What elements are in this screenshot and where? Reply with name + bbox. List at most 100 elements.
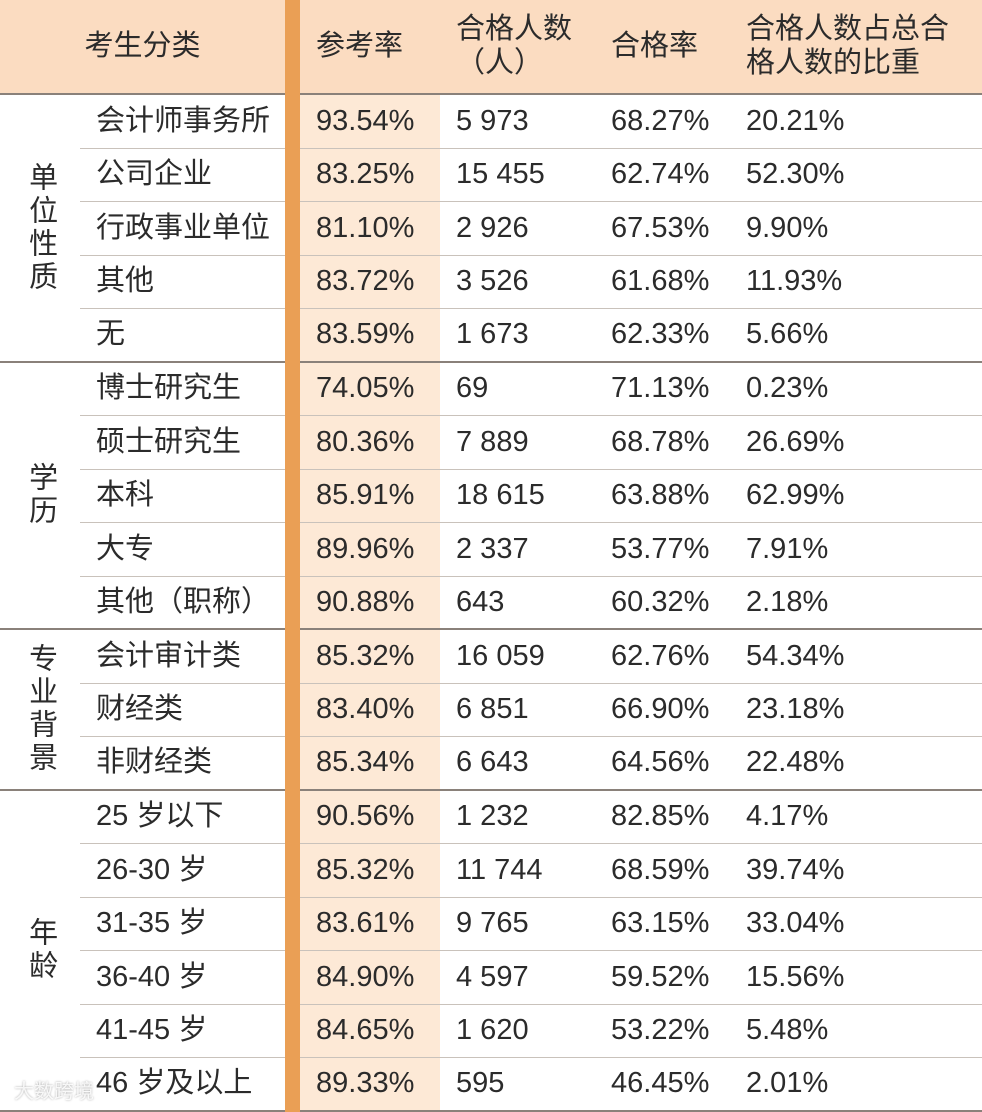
table-cell: 90.88% bbox=[300, 576, 440, 630]
table-cell: 85.91% bbox=[300, 469, 440, 523]
group-label: 学历 bbox=[0, 362, 80, 630]
row-label: 会计师事务所 bbox=[80, 95, 285, 149]
row-label: 非财经类 bbox=[80, 737, 285, 791]
table-cell: 83.59% bbox=[300, 309, 440, 363]
table-cell: 83.25% bbox=[300, 148, 440, 202]
table-cell: 81.10% bbox=[300, 202, 440, 256]
table-cell: 11.93% bbox=[730, 256, 982, 309]
table-cell: 68.27% bbox=[595, 95, 730, 149]
table-cell: 69 bbox=[440, 363, 595, 416]
table-cell: 2.18% bbox=[730, 577, 982, 630]
table-cell: 5.66% bbox=[730, 309, 982, 363]
row-label: 31-35 岁 bbox=[80, 898, 285, 951]
table-cell: 7.91% bbox=[730, 523, 982, 577]
table-cell: 85.34% bbox=[300, 737, 440, 791]
table-cell: 62.76% bbox=[595, 630, 730, 684]
header-cell: 参考率 bbox=[300, 0, 440, 95]
table-cell: 4 597 bbox=[440, 951, 595, 1005]
table-cell: 22.48% bbox=[730, 737, 982, 791]
row-label: 行政事业单位 bbox=[80, 202, 285, 256]
row-label: 公司企业 bbox=[80, 149, 285, 202]
table-cell: 59.52% bbox=[595, 951, 730, 1005]
group-label: 单位性质 bbox=[0, 95, 80, 363]
header-cell: 合格人数占总合 格人数的比重 bbox=[730, 0, 982, 95]
table-cell: 11 744 bbox=[440, 844, 595, 898]
table-cell: 85.32% bbox=[300, 630, 440, 684]
header-cell: 合格率 bbox=[595, 0, 730, 95]
table-cell: 9 765 bbox=[440, 898, 595, 951]
table-cell: 63.88% bbox=[595, 470, 730, 523]
table-cell: 84.90% bbox=[300, 951, 440, 1005]
table-cell: 4.17% bbox=[730, 791, 982, 844]
table-cell: 2 926 bbox=[440, 202, 595, 256]
table-cell: 83.72% bbox=[300, 255, 440, 309]
table-cell: 80.36% bbox=[300, 416, 440, 470]
table-cell: 1 673 bbox=[440, 309, 595, 363]
table-cell: 64.56% bbox=[595, 737, 730, 791]
table-cell: 3 526 bbox=[440, 256, 595, 309]
header-cell: 合格人数 （人） bbox=[440, 0, 595, 95]
table-cell: 83.40% bbox=[300, 683, 440, 737]
row-label: 财经类 bbox=[80, 684, 285, 737]
table-cell: 85.32% bbox=[300, 844, 440, 898]
group-label: 年龄 bbox=[0, 790, 80, 1112]
table-cell: 46.45% bbox=[595, 1058, 730, 1112]
table-cell: 83.61% bbox=[300, 897, 440, 951]
row-label: 大专 bbox=[80, 523, 285, 577]
table-cell: 26.69% bbox=[730, 416, 982, 470]
table-cell: 2.01% bbox=[730, 1058, 982, 1112]
table-cell: 643 bbox=[440, 577, 595, 630]
table-cell: 5.48% bbox=[730, 1005, 982, 1058]
table-cell: 1 232 bbox=[440, 791, 595, 844]
table-cell: 66.90% bbox=[595, 684, 730, 737]
table-cell: 89.96% bbox=[300, 523, 440, 577]
table-cell: 84.65% bbox=[300, 1004, 440, 1058]
table-cell: 39.74% bbox=[730, 844, 982, 898]
table-cell: 53.77% bbox=[595, 523, 730, 577]
row-label: 无 bbox=[80, 309, 285, 363]
row-label: 硕士研究生 bbox=[80, 416, 285, 470]
table-cell: 18 615 bbox=[440, 470, 595, 523]
table-cell: 89.33% bbox=[300, 1058, 440, 1112]
table-cell: 71.13% bbox=[595, 363, 730, 416]
table-cell: 63.15% bbox=[595, 898, 730, 951]
table-cell: 9.90% bbox=[730, 202, 982, 256]
table-cell: 74.05% bbox=[300, 362, 440, 416]
table-cell: 68.59% bbox=[595, 844, 730, 898]
row-label: 46 岁及以上 bbox=[80, 1058, 285, 1112]
table-cell: 33.04% bbox=[730, 898, 982, 951]
table-cell: 54.34% bbox=[730, 630, 982, 684]
table-cell: 2 337 bbox=[440, 523, 595, 577]
table-cell: 595 bbox=[440, 1058, 595, 1112]
table-cell: 62.74% bbox=[595, 149, 730, 202]
table-cell: 53.22% bbox=[595, 1005, 730, 1058]
row-label: 36-40 岁 bbox=[80, 951, 285, 1005]
table-cell: 16 059 bbox=[440, 630, 595, 684]
row-label: 本科 bbox=[80, 470, 285, 523]
table-cell: 20.21% bbox=[730, 95, 982, 149]
table-cell: 0.23% bbox=[730, 363, 982, 416]
table-cell: 62.99% bbox=[730, 470, 982, 523]
table-cell: 15 455 bbox=[440, 149, 595, 202]
header-cell: 考生分类 bbox=[0, 0, 285, 95]
table-cell: 60.32% bbox=[595, 577, 730, 630]
table-cell: 93.54% bbox=[300, 95, 440, 149]
table-cell: 62.33% bbox=[595, 309, 730, 363]
table-cell: 90.56% bbox=[300, 790, 440, 844]
table-cell: 52.30% bbox=[730, 149, 982, 202]
row-label: 其他 bbox=[80, 256, 285, 309]
row-label: 26-30 岁 bbox=[80, 844, 285, 898]
table-cell: 15.56% bbox=[730, 951, 982, 1005]
table-cell: 61.68% bbox=[595, 256, 730, 309]
table-cell: 6 851 bbox=[440, 684, 595, 737]
row-label: 41-45 岁 bbox=[80, 1005, 285, 1058]
row-label: 其他（职称） bbox=[80, 577, 285, 630]
table-cell: 23.18% bbox=[730, 684, 982, 737]
table-cell: 7 889 bbox=[440, 416, 595, 470]
table-cell: 1 620 bbox=[440, 1005, 595, 1058]
column-divider bbox=[285, 0, 300, 1112]
row-label: 25 岁以下 bbox=[80, 791, 285, 844]
table-cell: 6 643 bbox=[440, 737, 595, 791]
table-cell: 67.53% bbox=[595, 202, 730, 256]
